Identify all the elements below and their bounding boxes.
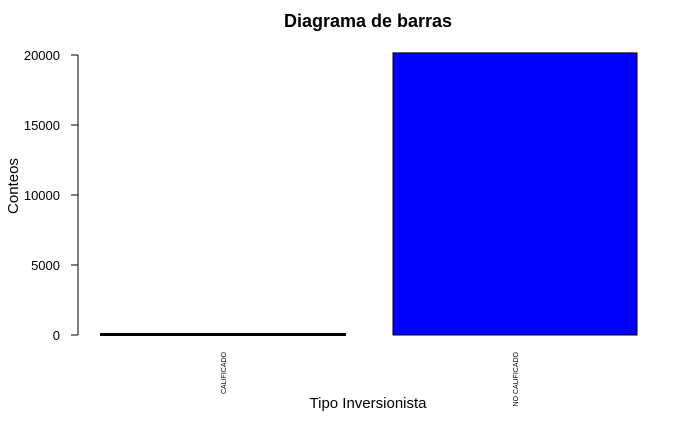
y-tick-label: 5000 [31, 258, 60, 273]
y-tick-label: 0 [53, 328, 60, 343]
x-tick-label: NO CALIFICADO [513, 351, 520, 406]
y-tick-label: 20000 [24, 48, 60, 63]
chart-title: Diagrama de barras [284, 11, 452, 31]
bar-calificado [100, 333, 346, 336]
y-tick-label: 10000 [24, 188, 60, 203]
bar-no-calificado [392, 52, 638, 336]
x-tick-label: CALIFICADO [221, 351, 228, 394]
y-tick-label: 15000 [24, 118, 60, 133]
x-axis-label: Tipo Inversionista [310, 395, 428, 412]
y-axis-label: Conteos [5, 158, 22, 214]
